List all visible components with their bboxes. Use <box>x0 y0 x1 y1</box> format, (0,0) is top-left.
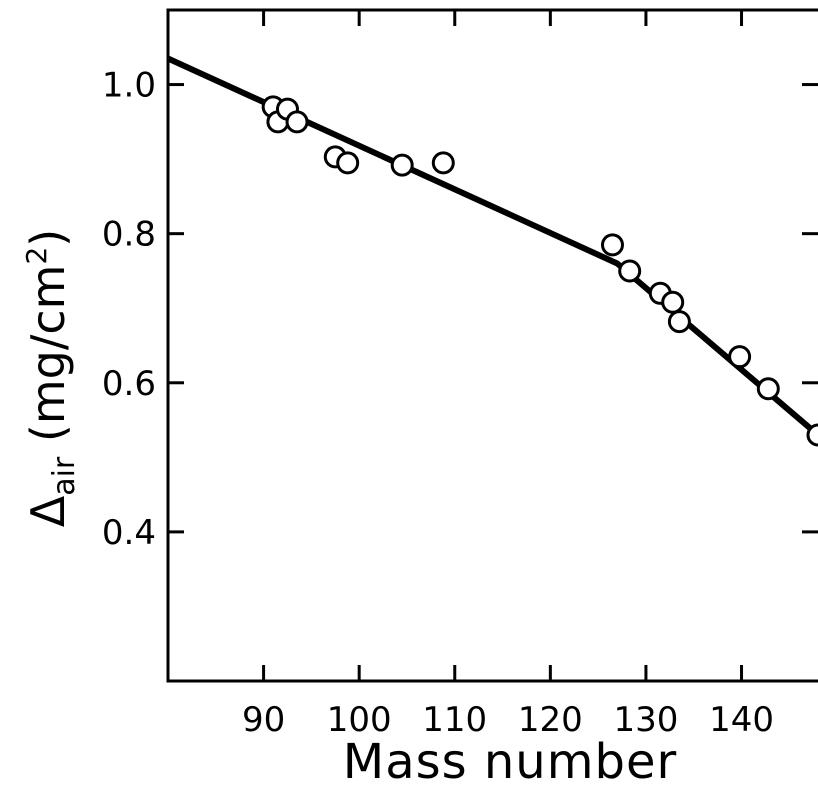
y-tick-label: 0.6 <box>102 364 156 404</box>
x-tick-label: 100 <box>327 700 392 740</box>
y-axis-ticks <box>168 83 818 534</box>
plot-frame <box>166 8 818 683</box>
y-axis-label-unit: (mg/cm <box>21 265 75 457</box>
y-tick-label: 0.8 <box>102 215 156 255</box>
y-tick-label: 1.0 <box>102 66 156 106</box>
y-tick-label: 0.4 <box>102 513 156 553</box>
data-points <box>261 95 818 447</box>
data-point <box>618 259 642 283</box>
x-tick-label: 90 <box>242 700 285 740</box>
x-tick-label: 140 <box>709 700 774 740</box>
data-point <box>390 153 414 177</box>
y-axis-label-subscript: air <box>47 456 82 496</box>
x-tick-label: 120 <box>518 700 583 740</box>
x-axis-label: Mass number <box>343 734 677 790</box>
data-point <box>661 290 685 314</box>
data-point <box>728 345 752 369</box>
x-tick-label: 110 <box>422 700 487 740</box>
y-axis-label-close: ) <box>21 229 75 247</box>
data-point <box>431 151 455 175</box>
x-tick-label: 130 <box>613 700 678 740</box>
fit-line-group <box>166 55 818 438</box>
data-point <box>667 310 691 334</box>
data-point <box>756 377 780 401</box>
plot-border <box>166 8 818 683</box>
x-axis-ticks <box>262 10 744 681</box>
y-axis-tick-labels: 0.4 0.6 0.8 1.0 <box>102 66 156 553</box>
data-point <box>336 151 360 175</box>
data-point <box>600 233 624 257</box>
x-axis-tick-labels: 90 100 110 120 130 140 <box>242 700 774 740</box>
y-axis-label-symbol: Δ <box>21 495 75 527</box>
data-point <box>806 423 818 447</box>
fit-line <box>166 55 818 438</box>
y-axis-label-superscript: 2 <box>20 247 53 265</box>
y-axis-label: Δair (mg/cm2) <box>20 229 82 528</box>
data-point <box>285 110 309 134</box>
